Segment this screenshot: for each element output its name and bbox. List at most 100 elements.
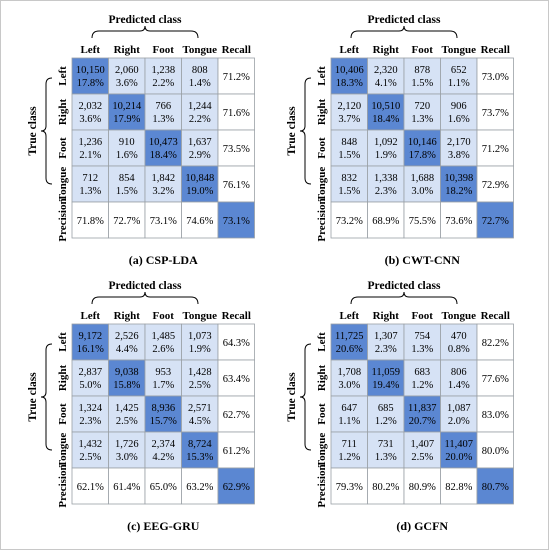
cell-count-label: 2,374 xyxy=(151,439,175,450)
cell-count-label: 1,338 xyxy=(374,173,398,184)
cell-count-label: 2,571 xyxy=(188,403,212,414)
cell-percent-label: 17.8% xyxy=(77,78,104,89)
matrix-cell xyxy=(367,395,405,433)
recall-value: 64.3% xyxy=(223,338,250,349)
true-class-brace xyxy=(40,343,53,451)
cell-count-label: 2,320 xyxy=(374,65,398,76)
recall-cell xyxy=(217,323,255,361)
precision-value: 75.5% xyxy=(409,216,436,227)
predicted-class-label: Predicted class xyxy=(368,280,441,292)
column-header-foot: Foot xyxy=(153,44,175,56)
cell-percent-label: 20.7% xyxy=(409,416,436,427)
cell-percent-label: 3.8% xyxy=(448,150,470,161)
precision-value: 72.7% xyxy=(113,216,140,227)
row-header-precision: Precision xyxy=(57,464,69,507)
row-header-tongue: Tongue xyxy=(57,167,69,202)
cell-count-label: 712 xyxy=(82,173,98,184)
recall-cell xyxy=(217,395,255,433)
cell-count-label: 10,146 xyxy=(408,137,437,148)
cell-percent-label: 4.1% xyxy=(375,78,397,89)
cell-count-label: 1,092 xyxy=(374,137,398,148)
row-header-foot: Foot xyxy=(57,403,69,425)
precision-value: 73.1% xyxy=(150,216,177,227)
column-header-left: Left xyxy=(80,310,100,322)
recall-value: 73.0% xyxy=(482,72,509,83)
row-header-right: Right xyxy=(316,99,328,126)
matrix-cell xyxy=(181,165,219,203)
recall-value: 73.5% xyxy=(223,144,250,155)
cell-percent-label: 15.3% xyxy=(186,452,213,463)
matrix-cell xyxy=(71,93,109,131)
matrix-cell xyxy=(144,165,182,203)
cell-count-label: 10,406 xyxy=(335,65,364,76)
cell-count-label: 1,324 xyxy=(78,403,102,414)
accuracy-value: 72.7% xyxy=(482,216,509,227)
cell-percent-label: 4.5% xyxy=(189,416,211,427)
precision-value: 62.1% xyxy=(77,482,104,493)
cell-percent-label: 18.2% xyxy=(445,186,472,197)
row-header-tongue: Tongue xyxy=(316,433,328,468)
cell-count-label: 1,238 xyxy=(151,65,175,76)
matrix-cell xyxy=(181,395,219,433)
matrix-cell xyxy=(403,359,441,397)
recall-cell xyxy=(476,323,514,361)
cell-count-label: 906 xyxy=(451,101,467,112)
cell-count-label: 953 xyxy=(155,367,171,378)
cell-count-label: 766 xyxy=(155,101,171,112)
cell-percent-label: 2.3% xyxy=(375,186,397,197)
cell-count-label: 1,428 xyxy=(188,367,212,378)
precision-cell xyxy=(440,467,478,505)
cell-percent-label: 1.6% xyxy=(116,150,138,161)
row-header-precision: Precision xyxy=(316,464,328,507)
matrix-cell xyxy=(144,323,182,361)
cell-percent-label: 4.2% xyxy=(152,452,174,463)
recall-cell xyxy=(476,129,514,167)
cell-count-label: 1,726 xyxy=(115,439,139,450)
accuracy-value: 73.1% xyxy=(223,216,250,227)
cell-count-label: 652 xyxy=(451,65,467,76)
column-header-right: Right xyxy=(373,44,400,56)
confusion-matrix-panel: Predicted class Left Right Foot Tongue Recall… xyxy=(286,14,514,267)
cell-percent-label: 2.5% xyxy=(189,380,211,391)
column-header-left: Left xyxy=(339,310,359,322)
cell-count-label: 854 xyxy=(119,173,136,184)
row-header-foot: Foot xyxy=(57,137,69,159)
cell-count-label: 2,032 xyxy=(78,101,102,112)
cell-count-label: 2,120 xyxy=(337,101,361,112)
row-header-foot: Foot xyxy=(316,403,328,425)
cell-count-label: 1,485 xyxy=(151,331,175,342)
recall-value: 76.1% xyxy=(223,180,250,191)
precision-value: 79.3% xyxy=(336,482,363,493)
cell-count-label: 10,473 xyxy=(149,137,178,148)
matrix-cell xyxy=(403,57,441,95)
cell-percent-label: 2.1% xyxy=(79,150,101,161)
recall-cell xyxy=(476,395,514,433)
cell-percent-label: 0.8% xyxy=(448,344,470,355)
cell-percent-label: 1.5% xyxy=(338,150,360,161)
recall-value: 71.2% xyxy=(482,144,509,155)
matrix-cell xyxy=(181,359,219,397)
cell-percent-label: 2.9% xyxy=(189,150,211,161)
recall-value: 82.2% xyxy=(482,338,509,349)
cell-count-label: 910 xyxy=(119,137,135,148)
cell-count-label: 808 xyxy=(192,65,208,76)
cell-percent-label: 18.3% xyxy=(336,78,363,89)
precision-cell xyxy=(144,467,182,505)
cell-percent-label: 1.7% xyxy=(152,380,174,391)
recall-cell xyxy=(476,165,514,203)
precision-value: 63.2% xyxy=(186,482,213,493)
cell-percent-label: 18.4% xyxy=(150,150,177,161)
predicted-class-label: Predicted class xyxy=(109,280,182,292)
matrix-cell xyxy=(71,431,109,469)
cell-count-label: 1,407 xyxy=(410,439,434,450)
accuracy-value: 62.9% xyxy=(223,482,250,493)
cell-percent-label: 2.2% xyxy=(152,78,174,89)
matrix-cell xyxy=(440,395,478,433)
confusion-matrix-panel: Predicted class Left Right Foot Tongue Recall… xyxy=(286,280,514,533)
cell-count-label: 1,236 xyxy=(78,137,102,148)
confusion-matrix-panel: Predicted class Left Right Foot Tongue Recall… xyxy=(27,280,255,533)
column-header-left: Left xyxy=(339,44,359,56)
cell-percent-label: 4.4% xyxy=(116,344,138,355)
column-header-right: Right xyxy=(114,44,141,56)
